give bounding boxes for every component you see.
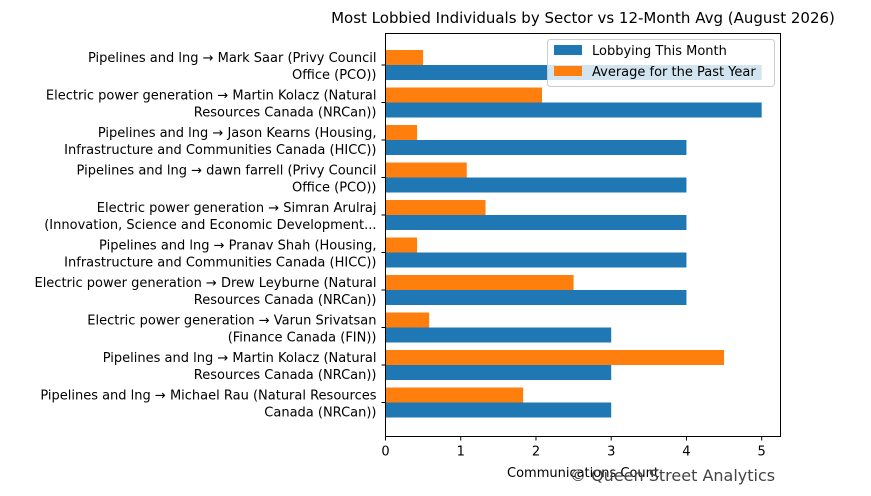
bar-past-year-average (385, 312, 430, 328)
bar-this-month (385, 402, 612, 418)
y-tick-label: Electric power generation → Varun Srivat… (87, 314, 376, 346)
y-tick-label: Pipelines and lng → Michael Rau (Natural… (40, 389, 376, 421)
bar-past-year-average (385, 275, 574, 290)
plot-frame (385, 33, 781, 437)
y-tick-label: Pipelines and lng → Jason Kearns (Housin… (64, 126, 376, 158)
bar-past-year-average (385, 162, 467, 178)
legend-box (547, 39, 775, 87)
legend-label-past-year-average: Average for the Past Year (592, 65, 756, 80)
y-tick-label: Electric power generation → Simran Arulr… (44, 201, 376, 233)
y-tick-label-line: Pipelines and lng → Pranav Shah (Housing… (99, 239, 376, 254)
bar-this-month (385, 140, 687, 155)
legend-swatch-past-year-average (554, 66, 582, 76)
y-tick-label: Electric power generation → Martin Kolac… (46, 89, 377, 121)
y-tick-label-line: Canada (NRCan)) (264, 406, 376, 421)
watermark-text: © Queen Street Analytics (570, 466, 776, 485)
bar-this-month (385, 327, 612, 343)
x-tick-label: 5 (758, 445, 766, 460)
bar-past-year-average (385, 50, 424, 65)
bar-this-month (385, 365, 612, 380)
y-tick-label-line: Resources Canada (NRCan)) (194, 293, 377, 308)
legend-swatch-this-month (554, 45, 582, 55)
y-tick-label: Electric power generation → Drew Leyburn… (34, 276, 376, 308)
y-tick-label: Pipelines and lng → Martin Kolacz (Natur… (103, 351, 377, 383)
x-tick-label: 3 (607, 445, 615, 460)
bar-this-month (385, 252, 687, 268)
legend: Lobbying This Month Average for the Past… (547, 39, 775, 87)
bar-past-year-average (385, 87, 542, 103)
y-tick-label: Pipelines and lng → Mark Saar (Privy Cou… (88, 51, 377, 83)
x-axis-label: Communications Count (507, 466, 659, 481)
y-tick-label-line: Electric power generation → Drew Leyburn… (34, 276, 376, 291)
bar-this-month (385, 177, 687, 193)
x-tick-label: 2 (532, 445, 540, 460)
y-tick-label-line: Infrastructure and Communities Canada (H… (64, 256, 376, 271)
y-tick-label-line: Pipelines and lng → Martin Kolacz (Natur… (103, 351, 377, 366)
y-tick-label-line: Pipelines and lng → Michael Rau (Natural… (40, 389, 376, 404)
y-tick-label-line: Infrastructure and Communities Canada (H… (64, 143, 376, 158)
y-tick-label-line: Resources Canada (NRCan)) (194, 368, 377, 383)
y-tick-label-line: Pipelines and lng → Jason Kearns (Housin… (98, 126, 377, 141)
y-tick-label-line: Office (PCO)) (292, 68, 376, 83)
bars-layer (385, 50, 762, 418)
y-tick-label-line: Office (PCO)) (292, 181, 376, 196)
y-tick-label: Pipelines and lng → Pranav Shah (Housing… (64, 239, 376, 271)
x-tick-label: 1 (457, 445, 465, 460)
bar-this-month (385, 102, 762, 118)
bar-past-year-average (385, 237, 418, 253)
x-tick-label: 4 (682, 445, 690, 460)
x-ticks: 0 1 2 3 4 5 (381, 436, 766, 460)
y-tick-label-line: Pipelines and lng → dawn farrell (Privy … (77, 164, 377, 179)
y-tick-label-line: Electric power generation → Varun Srivat… (87, 314, 376, 329)
y-tick-label-line: Resources Canada (NRCan)) (194, 106, 377, 121)
y-tick-label-line: Electric power generation → Martin Kolac… (46, 89, 377, 104)
chart-title: Most Lobbied Individuals by Sector vs 12… (331, 9, 835, 27)
bar-past-year-average (385, 387, 524, 403)
bar-past-year-average (385, 350, 725, 365)
bar-past-year-average (385, 200, 486, 215)
y-tick-label-line: (Finance Canada (FIN)) (228, 331, 377, 346)
bar-this-month (385, 215, 687, 230)
y-tick-label-line: (Innovation, Science and Economic Develo… (44, 218, 376, 233)
y-ticks: Pipelines and lng → Mark Saar (Privy Cou… (34, 51, 386, 421)
y-tick-label-line: Electric power generation → Simran Arulr… (97, 201, 377, 216)
y-tick-label: Pipelines and lng → dawn farrell (Privy … (77, 164, 377, 196)
y-tick-label-line: Pipelines and lng → Mark Saar (Privy Cou… (88, 51, 377, 66)
bar-this-month (385, 290, 687, 305)
bar-past-year-average (385, 125, 418, 140)
x-tick-label: 0 (381, 445, 389, 460)
legend-label-this-month: Lobbying This Month (592, 44, 727, 59)
